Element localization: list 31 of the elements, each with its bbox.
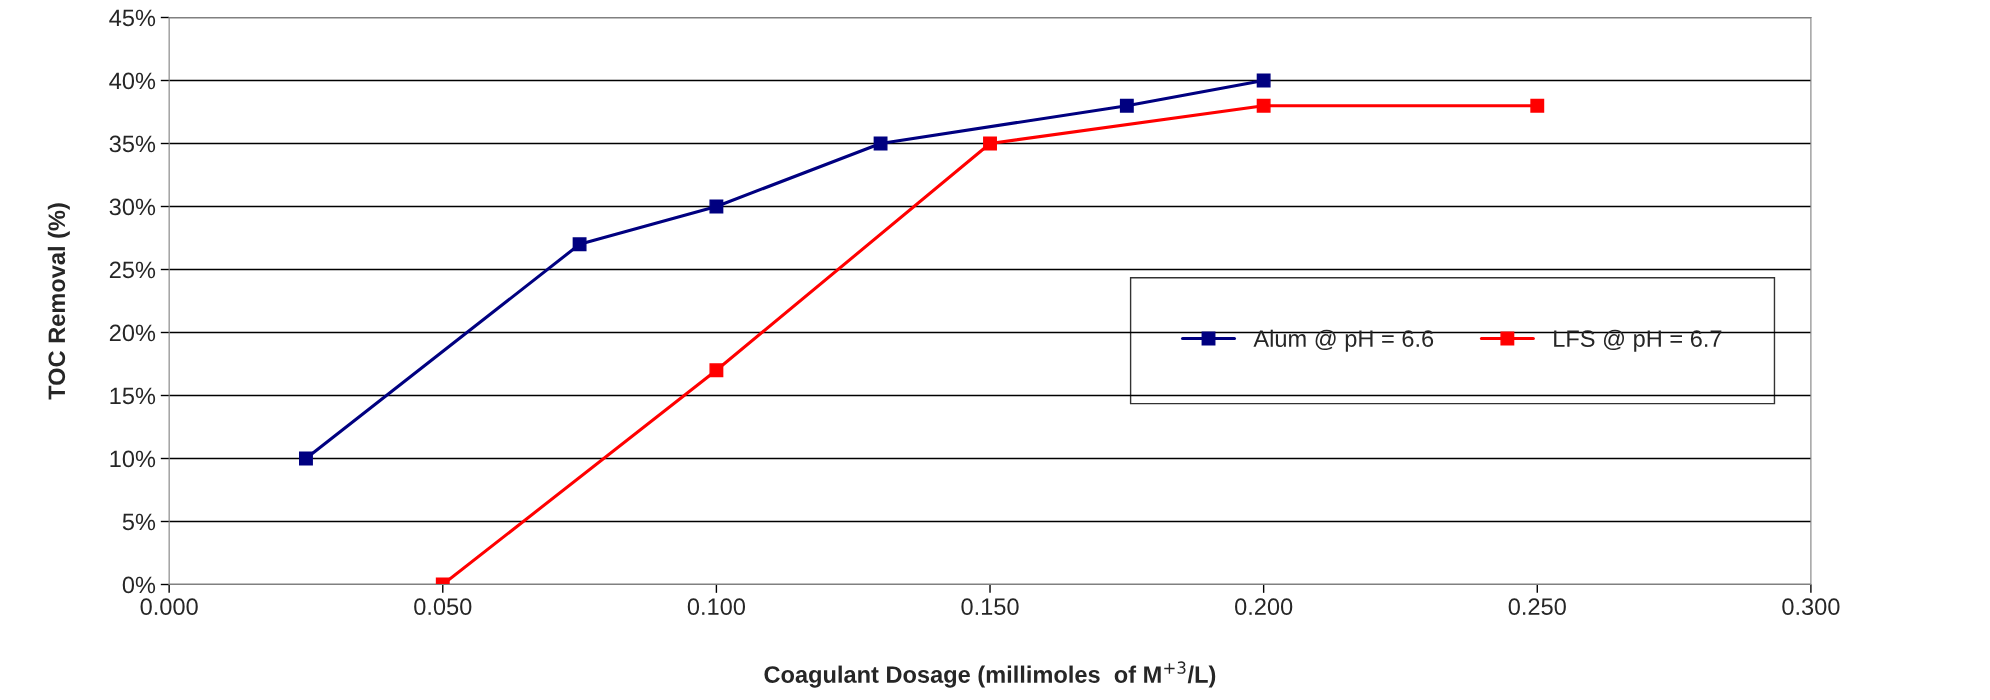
point [1530,98,1545,113]
point [1256,73,1271,88]
y-tick-label: 5% [122,513,156,531]
y-tick-label: 35% [109,135,156,153]
point [572,237,587,252]
y-tick-label: 15% [110,387,156,405]
x-tick-label: 0.000 [140,598,198,616]
x-tick-label: 0.250 [1508,598,1566,616]
y-tick-label: 20% [109,324,156,342]
legend-label: LFS @ pH = 6.7 [1554,329,1722,352]
y-tick-label: 0% [122,576,156,594]
legend-label: Alum @ pH = 6.6 [1253,329,1434,352]
y-tick-label: 25% [109,261,156,279]
x-axis-title: Coagulant Dosage (millimoles of M$^{+3}$/L) [764,661,1216,688]
y-tick-label: 40% [109,72,156,90]
point [299,451,313,466]
y-tick-label: 10% [110,450,156,468]
x-tick-label: 0.150 [961,598,1019,616]
point [873,136,888,151]
x-tick-label: 0.300 [1782,598,1840,616]
y-axis-title: TOC Removal (%) [47,203,70,400]
point [1119,98,1134,113]
y-tick-label: 45% [109,9,156,27]
point [709,199,724,214]
point [709,363,724,378]
point [983,136,997,151]
x-tick-label: 0.200 [1235,598,1293,616]
x-tick-label: 0.100 [687,598,746,616]
y-tick-label: 30% [109,198,156,216]
x-tick-label: 0.050 [414,598,472,616]
point [1256,98,1271,113]
